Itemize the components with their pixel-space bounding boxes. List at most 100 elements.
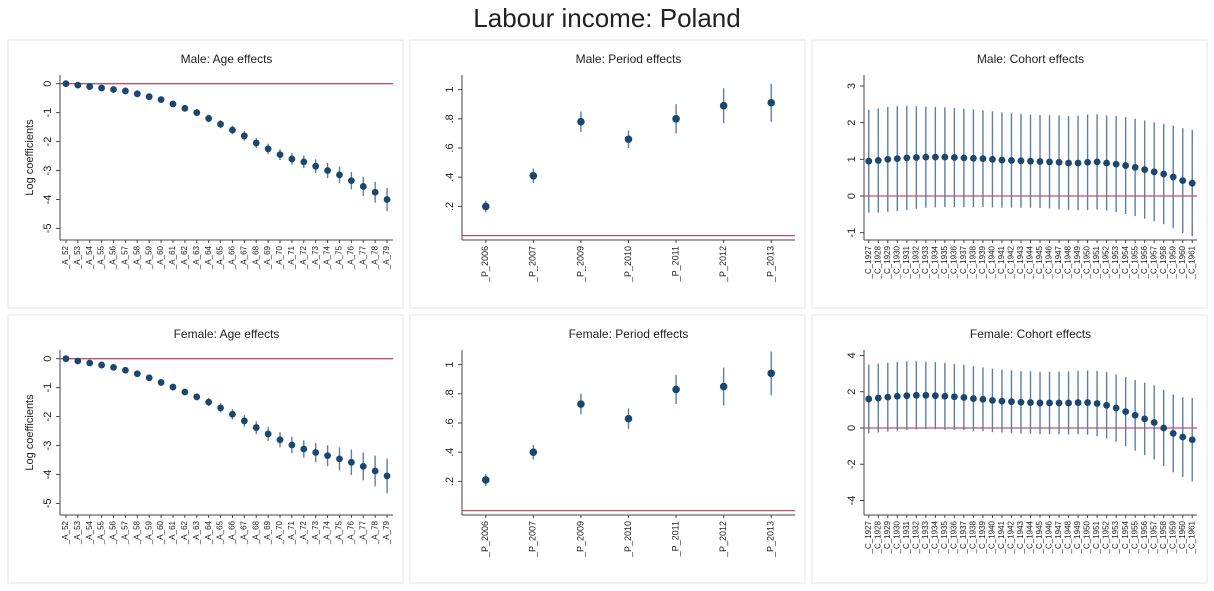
point xyxy=(371,467,379,475)
point xyxy=(970,154,977,162)
x-tick-label: _C_1956 xyxy=(1140,520,1149,554)
point xyxy=(1141,415,1149,423)
point xyxy=(998,156,1006,164)
x-tick-label: _C_1927 xyxy=(864,245,873,279)
point xyxy=(1160,424,1168,432)
point xyxy=(970,395,977,402)
x-tick-label: _C_1935 xyxy=(940,520,949,554)
x-tick-label: _P_2013 xyxy=(766,521,776,558)
point xyxy=(1055,399,1063,407)
point xyxy=(1131,411,1139,419)
x-tick-label: _P_2009 xyxy=(575,246,585,283)
point xyxy=(1150,419,1158,426)
point xyxy=(324,452,331,460)
point xyxy=(1036,158,1044,165)
point xyxy=(193,109,201,117)
panel-frame xyxy=(7,314,404,584)
y-tick-label: 1 xyxy=(444,87,456,93)
point xyxy=(181,104,189,112)
point xyxy=(884,155,892,163)
x-tick-label: _A_72 xyxy=(299,245,308,270)
x-tick-label: _C_1939 xyxy=(978,245,987,279)
point xyxy=(145,93,153,101)
point xyxy=(1046,399,1053,407)
x-tick-label: _A_75 xyxy=(335,520,344,545)
point xyxy=(336,171,343,179)
point xyxy=(98,361,106,369)
point xyxy=(719,382,728,391)
x-tick-label: _A_76 xyxy=(346,520,355,545)
x-tick-label: _C_1952 xyxy=(1102,245,1111,279)
point xyxy=(205,398,213,406)
panel-title: Female: Cohort effects xyxy=(970,327,1091,341)
x-tick-label: _A_53 xyxy=(73,245,82,270)
x-tick-label: _A_73 xyxy=(311,245,320,270)
x-tick-label: _A_68 xyxy=(251,245,260,270)
point xyxy=(122,87,129,95)
x-tick-label: _P_2012 xyxy=(718,521,728,558)
y-tick-label: 0 xyxy=(846,425,858,431)
x-tick-label: _C_1952 xyxy=(1102,520,1111,554)
y-tick-label: -3 xyxy=(42,166,54,176)
x-tick-label: _C_1959 xyxy=(1168,520,1177,554)
point xyxy=(950,154,958,161)
y-tick-label: -1 xyxy=(42,108,54,118)
panel-title: Female: Age effects xyxy=(174,327,280,341)
y-tick-label: .2 xyxy=(444,477,456,486)
point xyxy=(133,370,141,378)
point xyxy=(1065,159,1072,167)
x-tick-label: _C_1942 xyxy=(1007,520,1016,554)
x-tick-label: _A_53 xyxy=(73,520,82,545)
x-tick-label: _A_78 xyxy=(370,520,379,545)
point xyxy=(264,430,272,438)
point xyxy=(1055,158,1063,166)
y-tick-label: -4 xyxy=(846,496,858,506)
point xyxy=(1065,399,1072,407)
x-tick-label: _A_69 xyxy=(263,520,272,545)
x-tick-label: _A_61 xyxy=(168,245,177,270)
x-tick-label: _C_1957 xyxy=(1149,245,1158,279)
y-tick-label: 2 xyxy=(846,120,858,126)
y-tick-label: 0 xyxy=(846,193,858,199)
point xyxy=(1141,166,1149,174)
x-tick-label: _A_55 xyxy=(97,245,106,270)
x-tick-label: _A_63 xyxy=(192,520,201,545)
x-tick-label: _C_1948 xyxy=(1064,245,1073,279)
x-tick-label: _A_78 xyxy=(370,245,379,270)
point xyxy=(577,400,585,408)
y-tick-label: -4 xyxy=(42,470,54,480)
x-tick-label: _A_65 xyxy=(216,520,225,545)
point xyxy=(133,90,141,98)
point xyxy=(874,157,882,164)
x-tick-label: _A_66 xyxy=(228,520,237,545)
point xyxy=(276,436,284,444)
point xyxy=(98,84,106,92)
x-tick-label: _A_70 xyxy=(275,245,284,270)
x-tick-label: _C_1927 xyxy=(864,520,873,554)
x-tick-label: _C_1955 xyxy=(1130,520,1139,554)
x-tick-label: _A_79 xyxy=(382,520,391,545)
x-tick-label: _C_1955 xyxy=(1130,245,1139,279)
x-tick-label: _C_1951 xyxy=(1092,245,1101,279)
point xyxy=(240,132,248,140)
point xyxy=(577,117,585,126)
point xyxy=(359,183,367,190)
panel-title: Male: Cohort effects xyxy=(977,52,1084,66)
point xyxy=(347,177,355,185)
y-tick-label: -5 xyxy=(42,224,54,234)
y-tick-label: .6 xyxy=(444,418,456,427)
point xyxy=(1027,157,1034,165)
y-tick-label: .8 xyxy=(444,114,456,123)
point xyxy=(719,101,728,110)
x-tick-label: _C_1932 xyxy=(911,245,920,279)
x-tick-label: _P_2012 xyxy=(718,246,728,283)
x-tick-label: _A_57 xyxy=(121,520,130,545)
point xyxy=(1017,157,1025,165)
point xyxy=(169,100,177,108)
x-tick-label: _C_1954 xyxy=(1121,520,1130,554)
y-tick-label: 0 xyxy=(42,356,54,362)
x-tick-label: _C_1950 xyxy=(1083,245,1092,279)
point xyxy=(229,126,236,134)
x-tick-label: _C_1934 xyxy=(930,520,939,554)
point xyxy=(252,139,260,147)
